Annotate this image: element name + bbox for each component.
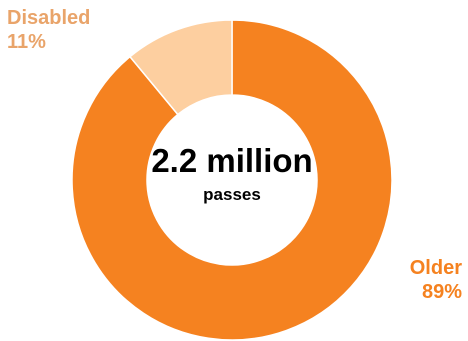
slice-label-disabled: Disabled 11%	[7, 6, 90, 54]
slice-value-disabled: 11%	[7, 31, 46, 53]
donut-center-text: 2.2 million passes	[132, 142, 332, 206]
donut-hole	[147, 95, 317, 265]
slice-label-older: Older 89%	[410, 256, 462, 304]
slice-name-disabled: Disabled	[7, 7, 91, 29]
slice-name-older: Older	[409, 257, 462, 279]
slice-value-older: 89%	[421, 281, 462, 303]
center-total-value: 2.2 million	[151, 142, 313, 179]
center-total-unit: passes	[203, 185, 261, 204]
